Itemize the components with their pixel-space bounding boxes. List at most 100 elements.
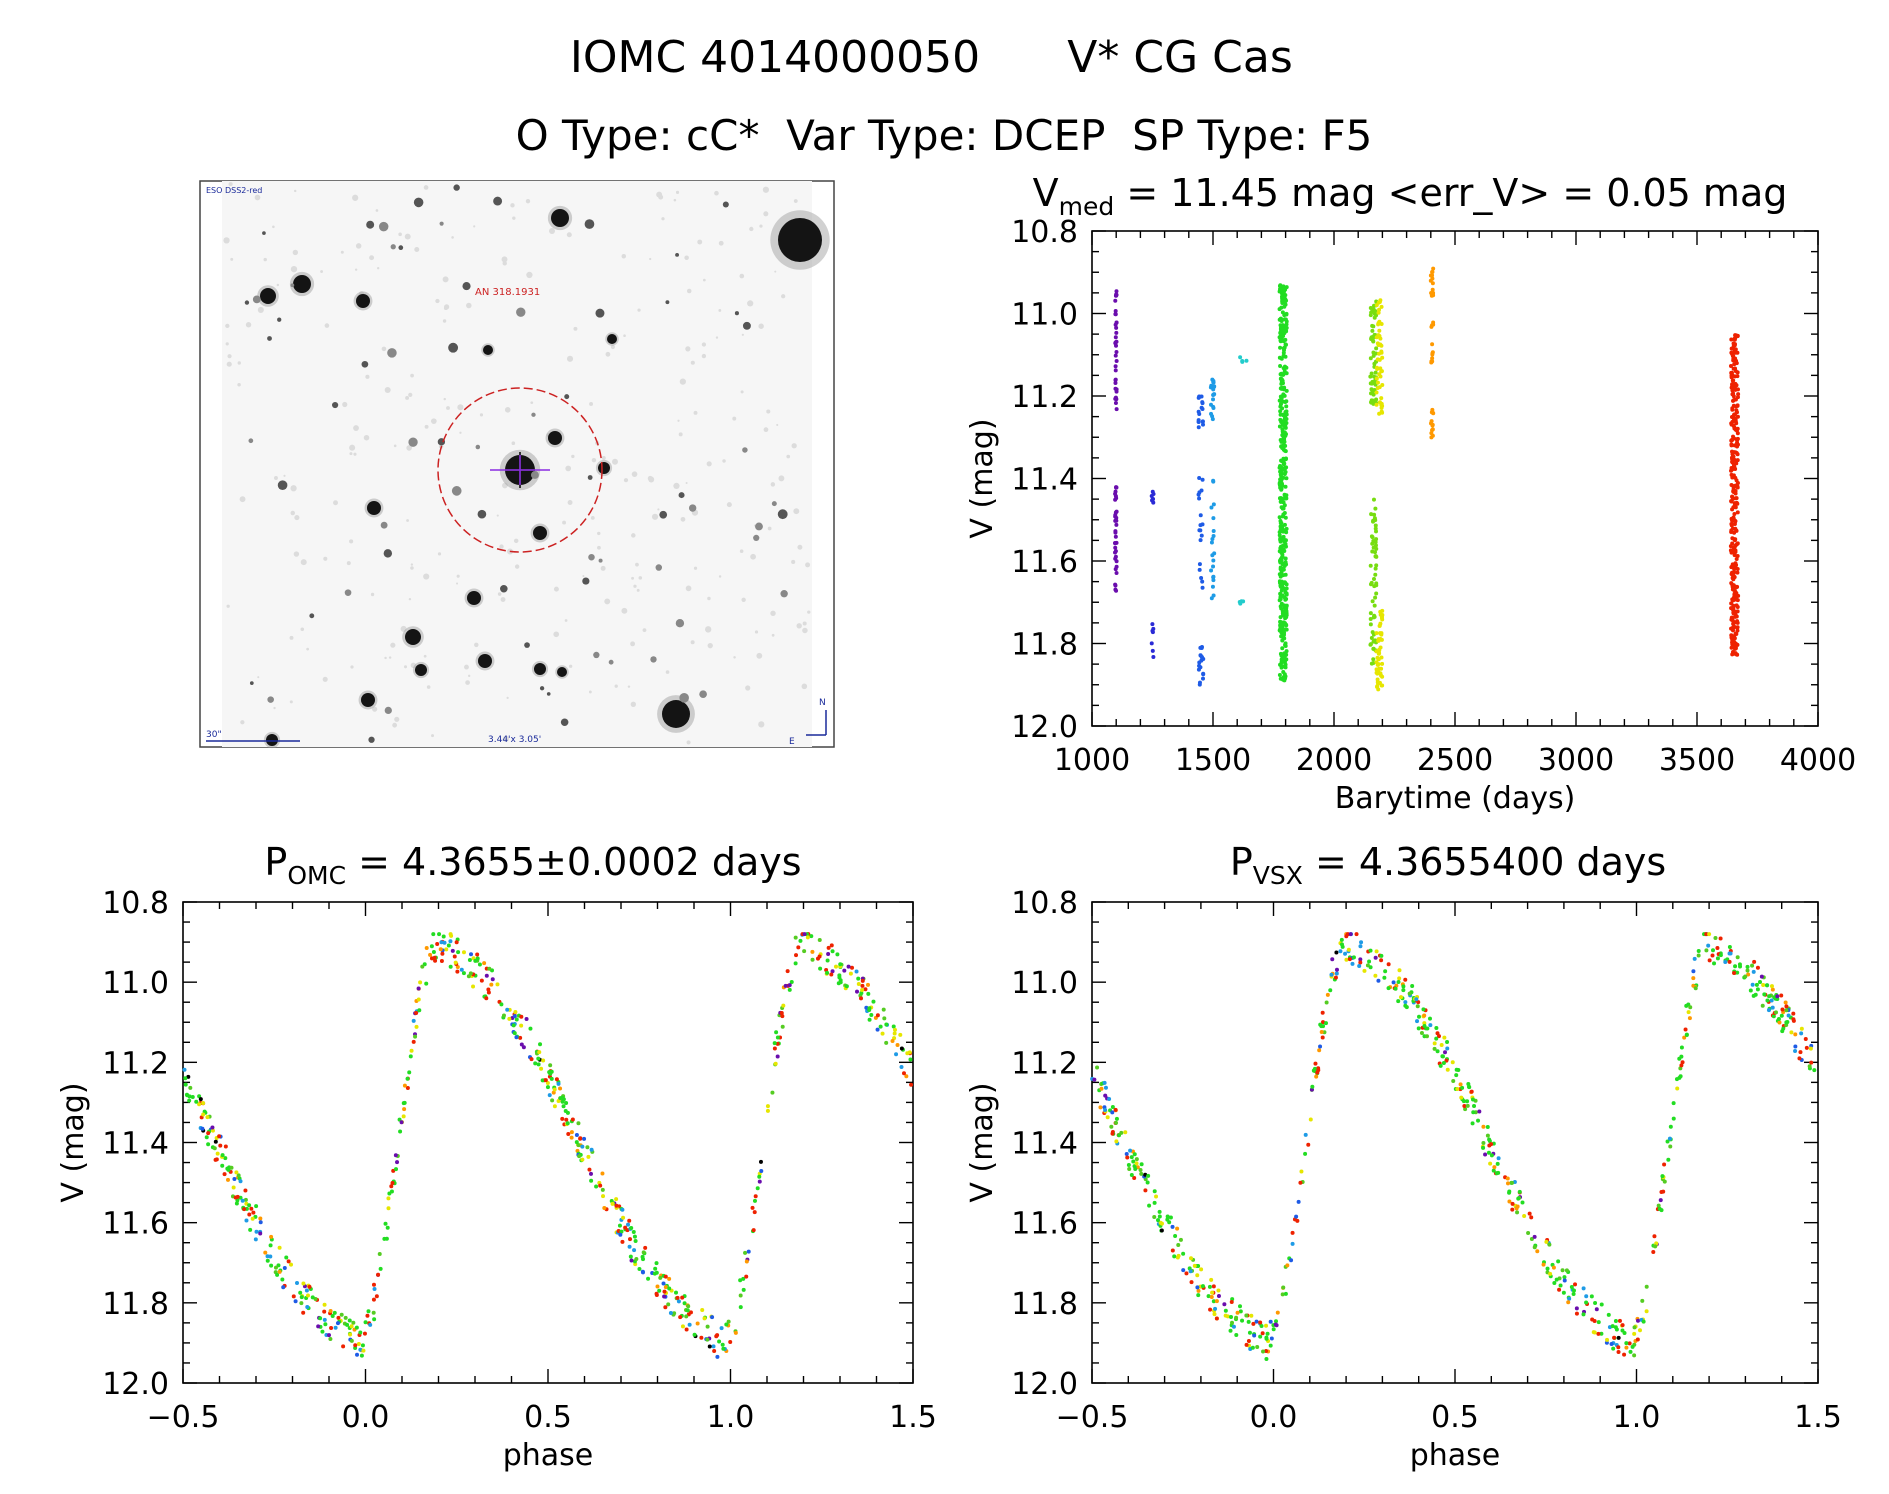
data-point — [251, 1210, 256, 1215]
data-point — [401, 1114, 406, 1119]
data-point — [1377, 648, 1382, 653]
data-point — [1274, 1319, 1279, 1324]
data-point — [1113, 335, 1118, 340]
star — [384, 706, 392, 715]
data-point — [564, 1117, 569, 1122]
data-point — [1229, 1299, 1234, 1304]
data-point — [1374, 346, 1379, 351]
data-point — [218, 1143, 223, 1148]
data-point — [1616, 1345, 1621, 1350]
data-point — [1729, 373, 1734, 378]
data-point — [217, 1134, 222, 1139]
data-point — [667, 1276, 672, 1281]
data-point — [444, 947, 449, 952]
data-point — [1314, 1074, 1319, 1079]
data-point — [1640, 1298, 1645, 1303]
data-point — [1283, 484, 1288, 489]
data-point — [780, 1024, 785, 1029]
data-point — [757, 1174, 762, 1179]
data-point — [529, 1057, 534, 1062]
sky-noise — [568, 664, 573, 668]
data-point — [1605, 1337, 1610, 1342]
data-point — [1371, 324, 1376, 329]
data-point — [541, 1058, 546, 1063]
data-point — [1374, 660, 1379, 665]
star — [655, 564, 663, 571]
data-point — [1113, 396, 1118, 401]
data-point — [787, 983, 792, 988]
data-point — [1734, 484, 1739, 489]
data-point — [323, 1322, 328, 1327]
data-point — [1223, 1313, 1228, 1318]
data-point — [1281, 567, 1286, 572]
data-point — [401, 1101, 406, 1106]
data-point — [684, 1327, 689, 1332]
data-point — [1745, 968, 1750, 973]
data-point — [863, 987, 868, 992]
sky-noise — [597, 531, 601, 536]
data-point — [1732, 544, 1737, 549]
data-point — [1731, 414, 1736, 419]
sky-noise — [431, 734, 435, 738]
star — [742, 321, 751, 330]
data-point — [268, 1254, 273, 1259]
data-point — [1581, 1286, 1586, 1291]
data-point — [759, 1168, 764, 1173]
sky-noise — [293, 551, 300, 557]
data-point — [1748, 988, 1753, 993]
star — [560, 718, 569, 727]
data-point — [1637, 1328, 1642, 1333]
star — [249, 681, 254, 685]
data-point — [864, 1005, 869, 1010]
x-tick-label: 1500 — [1175, 743, 1251, 778]
data-point — [1397, 976, 1402, 981]
data-point — [185, 1093, 190, 1098]
x-tick-label: 3000 — [1538, 743, 1614, 778]
data-point — [318, 1316, 323, 1321]
data-point — [1735, 458, 1740, 463]
data-point — [1696, 953, 1701, 958]
data-point — [1134, 1157, 1139, 1162]
star — [593, 651, 600, 659]
data-point — [1682, 1035, 1687, 1040]
data-point — [433, 958, 438, 963]
sky-noise — [406, 445, 412, 451]
data-point — [1277, 283, 1282, 288]
star — [408, 437, 418, 447]
data-point — [243, 1188, 248, 1193]
data-point — [779, 1010, 784, 1015]
data-point — [1277, 483, 1282, 488]
star — [675, 619, 685, 628]
data-point — [1704, 948, 1709, 953]
data-point — [1735, 628, 1740, 633]
data-point — [1195, 1273, 1200, 1278]
y-tick-label: 11.2 — [102, 1046, 169, 1081]
data-point — [1732, 349, 1737, 354]
data-point — [1200, 477, 1205, 482]
data-point — [1644, 1309, 1649, 1314]
sky-noise — [499, 544, 504, 549]
sky-noise — [394, 716, 400, 722]
data-point — [405, 1076, 410, 1081]
data-point — [880, 1031, 885, 1036]
data-point — [469, 952, 474, 957]
data-point — [1373, 506, 1378, 511]
data-point — [1532, 1245, 1537, 1250]
data-point — [1249, 1313, 1254, 1318]
sky-noise — [703, 278, 706, 282]
data-point — [1345, 932, 1350, 937]
data-point — [1730, 564, 1735, 569]
data-point — [1238, 355, 1243, 360]
data-point — [871, 999, 876, 1004]
data-point — [1374, 583, 1379, 588]
data-point — [1430, 352, 1435, 357]
data-point — [247, 1203, 252, 1208]
data-point — [1610, 1324, 1615, 1329]
data-point — [1683, 1027, 1688, 1032]
star — [387, 348, 397, 358]
data-point — [757, 1179, 762, 1184]
data-point — [1803, 1037, 1808, 1042]
data-point — [1357, 963, 1362, 968]
data-point — [1450, 1060, 1455, 1065]
data-point — [741, 1276, 746, 1281]
